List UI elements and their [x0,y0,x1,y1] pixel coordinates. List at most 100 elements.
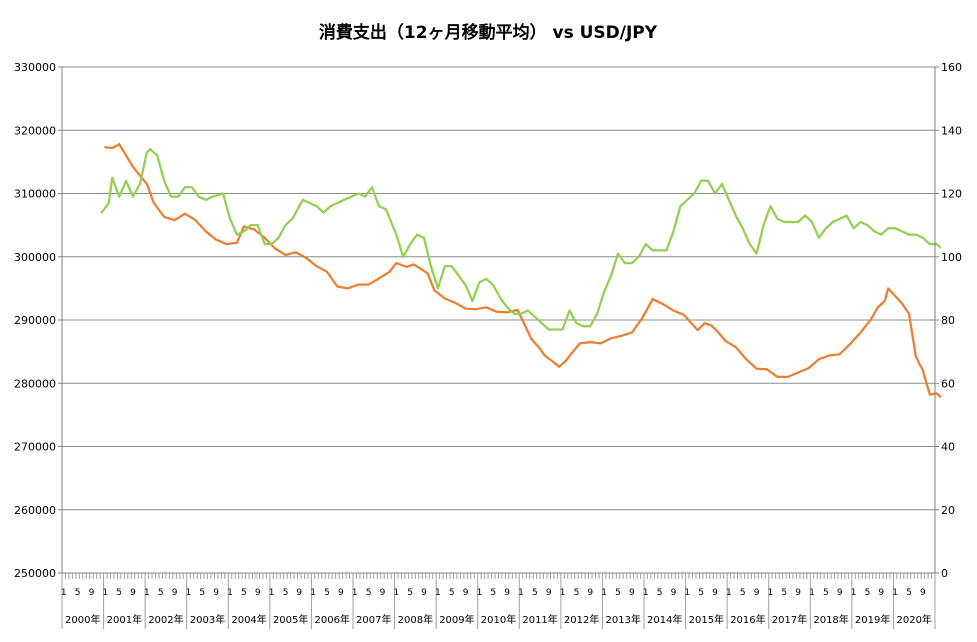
x-year-label: 2007年 [356,613,391,626]
x-month-label: 1 [726,588,732,598]
x-month-label: 5 [490,588,496,598]
y-left-tick-label: 260000 [14,504,56,517]
x-month-label: 9 [837,588,843,598]
x-year-label: 2005年 [273,613,308,626]
x-month-label: 1 [352,588,358,598]
x-month-label: 5 [615,588,621,598]
series-lines [100,143,942,398]
x-month-label: 5 [199,588,205,598]
x-year-label: 2010年 [481,613,516,626]
x-month-label: 5 [865,588,871,598]
y-left-tick-label: 310000 [14,188,56,201]
x-year-label: 2012年 [564,613,599,626]
x-month-label: 5 [532,588,538,598]
x-month-label: 9 [878,588,884,598]
x-month-label: 1 [186,588,192,598]
y-left-tick-label: 250000 [14,567,56,580]
y-axis-left: 250000 260000 270000 280000 290000 300000 3100… [14,61,63,580]
x-month-label: 9 [255,588,261,598]
y-right-tick-label: 160 [941,61,962,74]
x-month-label: 5 [906,588,912,598]
x-month-label: 5 [698,588,704,598]
x-year-label: 2014年 [647,613,682,626]
x-month-label: 1 [227,588,233,598]
x-month-label: 1 [393,588,399,598]
x-year-label: 2001年 [107,613,142,626]
x-month-label: 5 [158,588,164,598]
x-month-label: 1 [643,588,649,598]
x-month-label: 1 [102,588,108,598]
x-month-label: 1 [851,588,857,598]
x-month-label: 9 [671,588,677,598]
x-year-label: 2003年 [190,613,225,626]
y-left-tick-label: 280000 [14,377,56,390]
x-month-label: 9 [213,588,219,598]
x-month-label: 1 [560,588,566,598]
x-month-label: 9 [712,588,718,598]
x-year-label: 2016年 [730,613,765,626]
x-month-label: 9 [629,588,635,598]
x-month-label: 1 [310,588,316,598]
x-month-label: 1 [144,588,150,598]
gridlines [62,66,935,574]
x-month-label: 1 [892,588,898,598]
y-right-tick-label: 40 [941,441,955,454]
x-month-label: 9 [380,588,386,598]
x-month-label: 9 [546,588,552,598]
y-right-tick-label: 60 [941,377,955,390]
x-month-label: 5 [116,588,122,598]
y-left-tick-label: 290000 [14,314,56,327]
y-right-tick-label: 100 [941,251,962,264]
x-month-label: 9 [504,588,510,598]
series-line-consumption [104,143,942,398]
y-right-tick-label: 0 [941,567,948,580]
x-month-label: 5 [740,588,746,598]
x-month-label: 5 [366,588,372,598]
x-year-label: 2018年 [813,613,848,626]
x-month-label: 1 [477,588,483,598]
x-month-label: 9 [795,588,801,598]
y-left-tick-label: 330000 [14,61,56,74]
y-right-tick-label: 20 [941,504,955,517]
y-right-tick-label: 140 [941,124,962,137]
series-line-usdjpy [100,148,942,331]
x-month-label: 5 [781,588,787,598]
x-month-label: 5 [657,588,663,598]
x-month-label: 5 [75,588,81,598]
y-right-tick-label: 80 [941,314,955,327]
x-year-label: 2019年 [855,613,890,626]
x-month-label: 1 [684,588,690,598]
x-month-label: 9 [463,588,469,598]
x-month-label: 9 [754,588,760,598]
x-year-label: 2006年 [314,613,349,626]
x-month-label: 1 [435,588,441,598]
x-year-label: 2004年 [231,613,266,626]
x-month-label: 9 [296,588,302,598]
x-month-label: 5 [574,588,580,598]
x-month-label: 1 [809,588,815,598]
chart-title: 消費支出（12ヶ月移動平均） vs USD/JPY [319,22,658,43]
x-month-label: 9 [130,588,136,598]
x-month-label: 9 [421,588,427,598]
x-year-label: 2013年 [605,613,640,626]
x-year-label: 2011年 [522,613,557,626]
x-month-label: 5 [407,588,413,598]
x-month-label: 1 [518,588,524,598]
x-month-label: 9 [89,588,95,598]
y-left-tick-label: 320000 [14,124,56,137]
x-month-label: 5 [449,588,455,598]
x-month-label: 1 [61,588,67,598]
x-month-label: 9 [338,588,344,598]
x-year-label: 2009年 [439,613,474,626]
x-month-label: 9 [172,588,178,598]
x-month-label: 1 [768,588,774,598]
x-year-label: 2000年 [65,613,100,626]
y-left-tick-label: 270000 [14,441,56,454]
x-month-label: 5 [324,588,330,598]
x-month-label: 9 [920,588,926,598]
x-year-label: 2015年 [689,613,724,626]
x-year-label: 2002年 [148,613,183,626]
